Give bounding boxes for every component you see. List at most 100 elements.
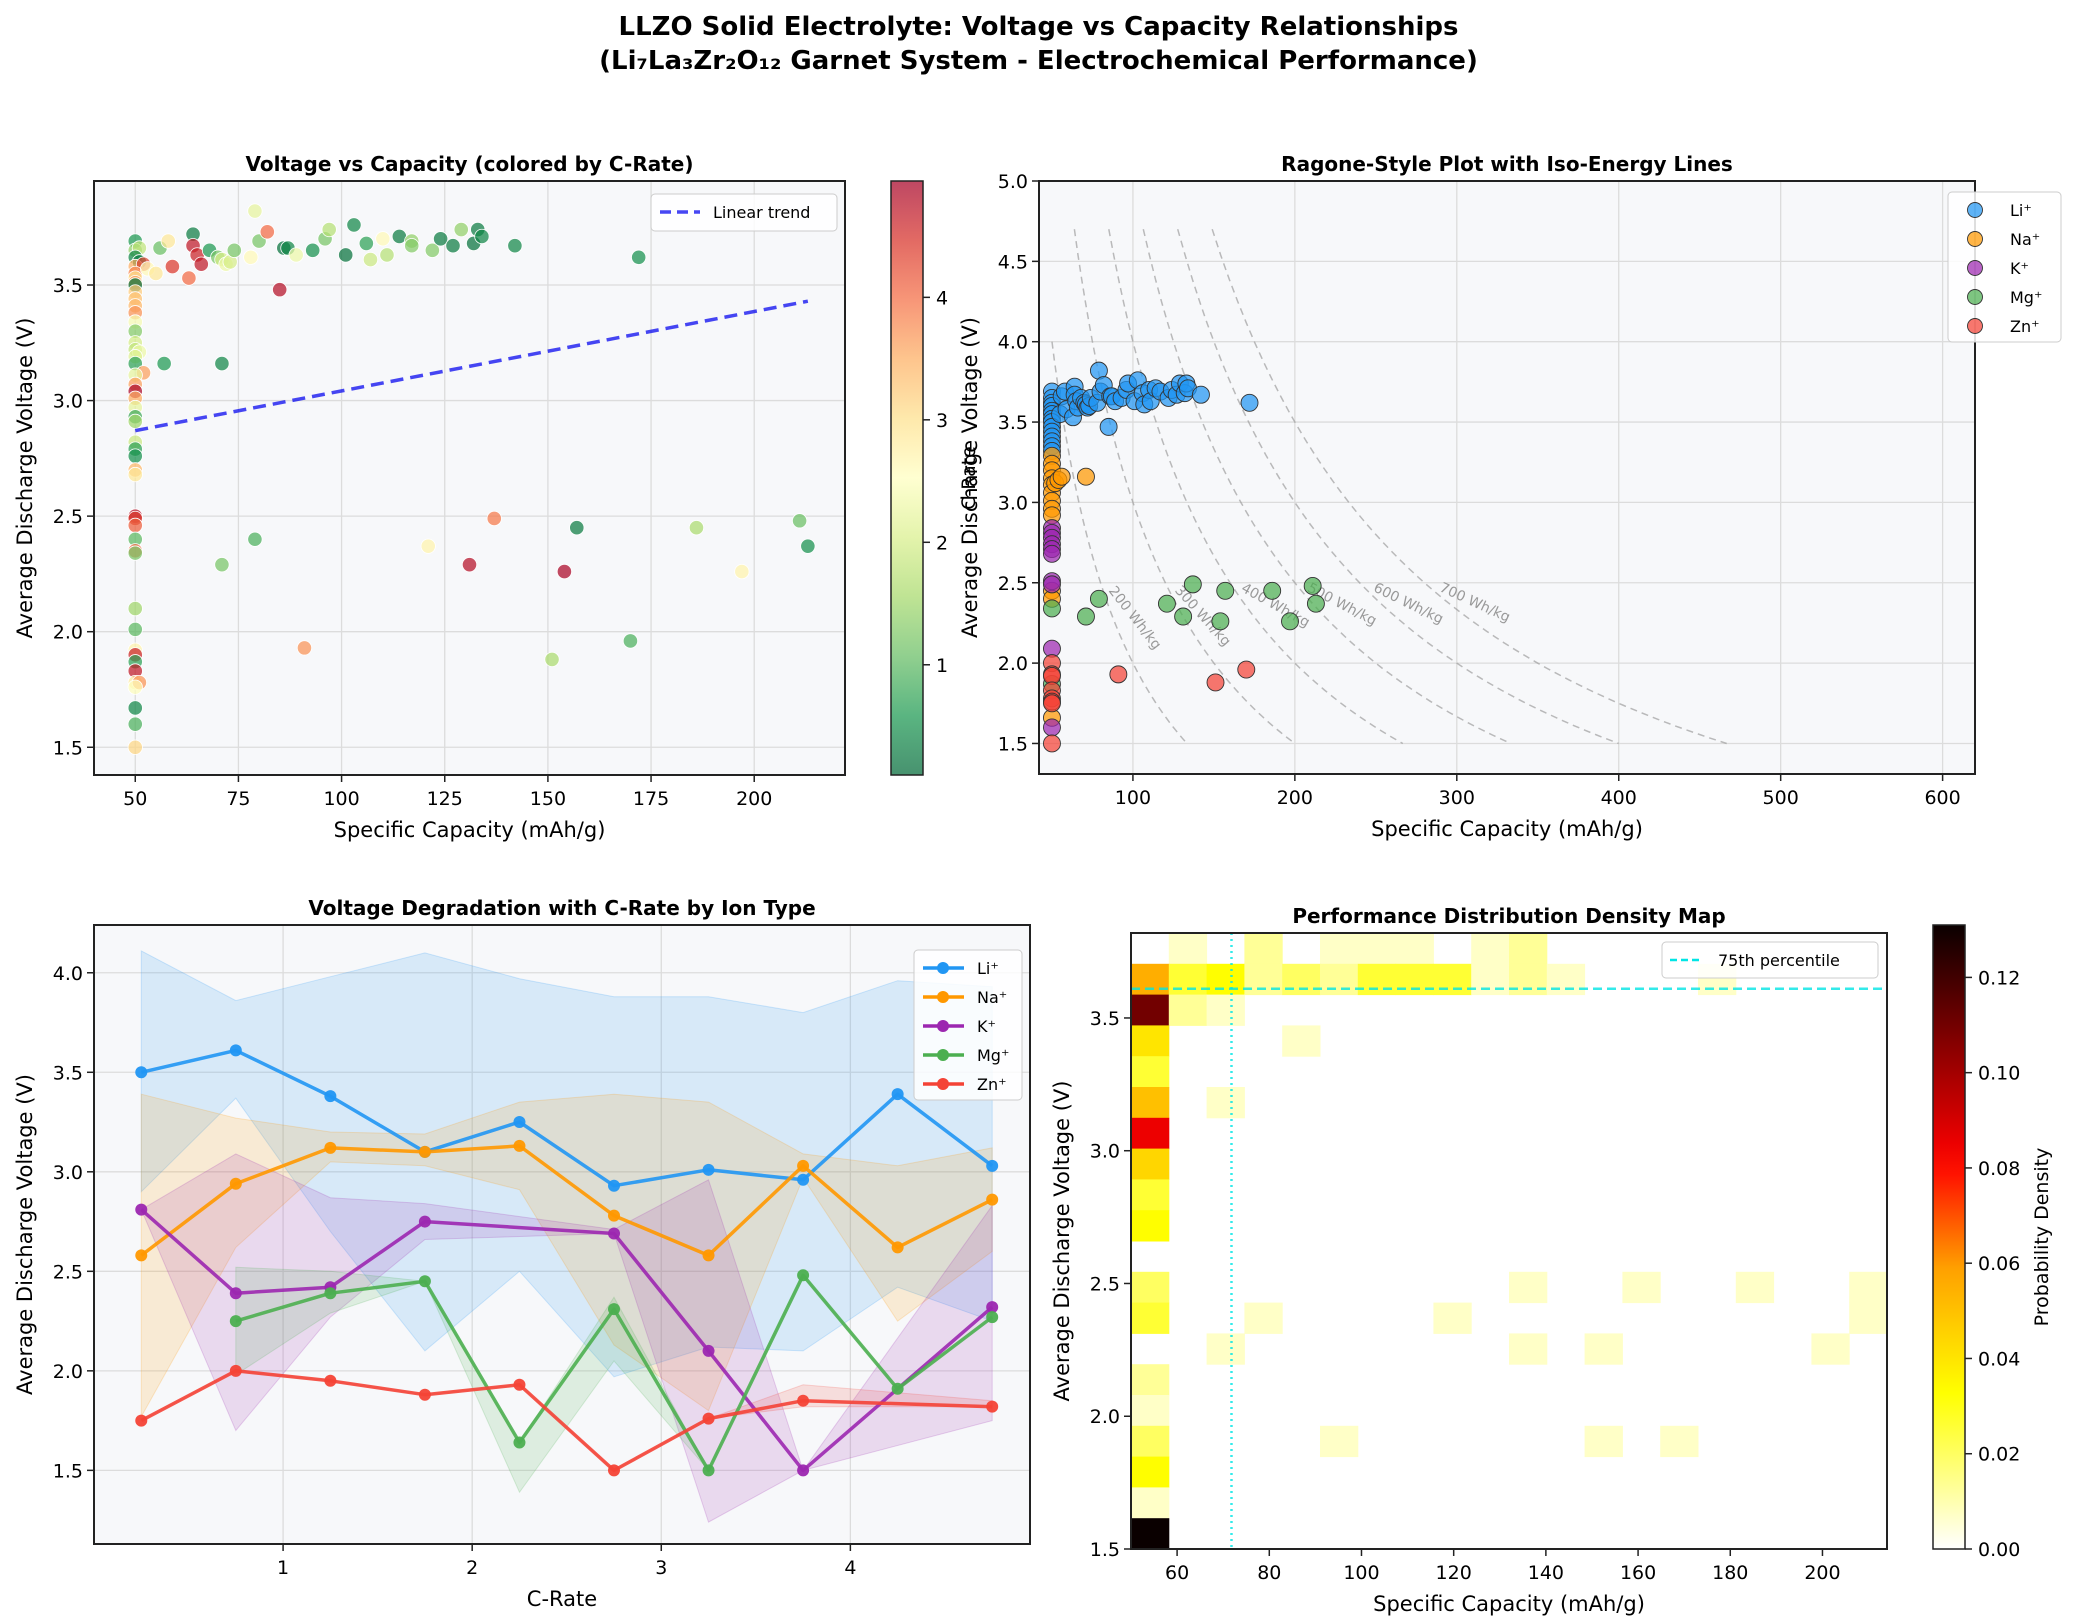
series-marker	[608, 1227, 620, 1240]
density-cell	[1509, 963, 1548, 996]
scatter-point	[688, 520, 705, 536]
colorbar-tick-label: 0.06	[1978, 1253, 2020, 1275]
scatter-point	[214, 355, 230, 372]
scatter-point	[243, 249, 259, 265]
panel-voltage-capacity-xtick-label: 200	[736, 788, 772, 810]
panel-density-map-axes-border	[1130, 932, 1888, 1550]
scatter-point	[127, 621, 143, 637]
density-cell	[1206, 994, 1245, 1026]
panel-voltage-capacity-xtick-label: 125	[427, 788, 463, 810]
panel-ragone-ylabel: Average Discharge Voltage (V)	[958, 317, 982, 638]
panel-ragone-frame: 100 200 300 400 500 600 1.5 2.0 2.5 3.0 3.5 4.0 4.5 5…	[958, 152, 1976, 841]
panel-density-map-ytick-label: 2.5	[1090, 1273, 1120, 1295]
density-cell	[1131, 1395, 1170, 1427]
panel-voltage-capacity-axes-border	[93, 180, 846, 776]
scatter-point	[453, 221, 469, 238]
panel-voltage-capacity-ytick-label: 1.5	[53, 737, 83, 759]
series-marker	[324, 1090, 337, 1103]
colorbar-tick-label: 0.08	[1978, 1158, 2020, 1180]
panel-degradation-axes-border	[93, 924, 1031, 1545]
scatter-point	[445, 238, 461, 254]
legend-label: Li⁺	[977, 959, 999, 978]
panel-voltage-capacity-legend: Linear trend	[650, 193, 838, 232]
density-cell	[1206, 1333, 1245, 1365]
panel-ragone-xtick-label: 400	[1601, 787, 1637, 809]
panel-degradation-ytick-label: 4.0	[53, 963, 83, 985]
density-cell	[1320, 1425, 1359, 1458]
density-cell	[1433, 963, 1472, 996]
scatter-point	[127, 448, 143, 464]
density-cell	[1131, 1056, 1170, 1088]
panel-ragone-ytick-label: 2.0	[998, 653, 1028, 675]
panel-voltage-capacity-ytick-label: 2.5	[53, 506, 83, 528]
series-marker	[986, 1400, 999, 1413]
density-cell	[1131, 1364, 1170, 1396]
density-cell	[1206, 1087, 1245, 1119]
scatter-point	[404, 238, 420, 254]
density-cell	[1282, 963, 1321, 996]
ragone-point	[1043, 575, 1061, 594]
legend-marker	[1967, 289, 1983, 305]
series-marker	[797, 1464, 810, 1477]
series-marker	[229, 1364, 242, 1377]
ragone-point	[1281, 612, 1299, 631]
density-cell	[1509, 1271, 1548, 1304]
scatter-point	[800, 538, 816, 554]
colorbar-c-rate	[890, 180, 924, 776]
series-marker	[891, 1088, 904, 1101]
density-cell	[1131, 1302, 1170, 1334]
figure-title-line2: (Li₇La₃Zr₂O₁₂ Garnet System - Electroche…	[599, 46, 1478, 76]
ragone-point	[1211, 612, 1230, 631]
series-marker	[229, 1044, 242, 1057]
density-cell	[1131, 1210, 1170, 1242]
iso-energy-line	[1108, 229, 1404, 745]
ragone-point	[1043, 718, 1061, 737]
series-marker	[513, 1378, 526, 1391]
panel-density-map-ylabel: Average Discharge Voltage (V)	[1050, 1081, 1074, 1402]
series-marker	[702, 1464, 715, 1477]
panel-density-map-title: Performance Distribution Density Map	[1292, 904, 1725, 928]
series-marker	[608, 1303, 620, 1316]
density-cell	[1546, 963, 1586, 996]
ragone-point	[1206, 673, 1225, 692]
series-marker	[986, 1311, 999, 1324]
panel-ragone-ytick-label: 3.0	[998, 492, 1028, 514]
series-line	[140, 1208, 994, 1473]
panel-degradation-legend: Li⁺ Na⁺ K⁺ Mg⁺ Zn⁺	[913, 949, 1023, 1101]
panel-voltage-capacity-ylabel: Average Discharge Voltage (V)	[13, 318, 37, 639]
colorbar-tick-label: 3	[936, 410, 948, 432]
panel-density-map-ytick-label: 2.0	[1090, 1406, 1120, 1428]
panel-density-map-colorbar: 0.00 0.02 0.04 0.06 0.08 0.10 0.12 Probability …	[1932, 924, 2053, 1561]
series-marker	[324, 1141, 337, 1154]
series-marker	[702, 1249, 715, 1262]
legend-label: K⁺	[2010, 259, 2029, 278]
legend-marker	[1967, 260, 1983, 276]
ragone-point	[1077, 607, 1095, 626]
panel-ragone-xtick-label: 500	[1763, 787, 1799, 809]
panel-ragone-ytick-label: 2.5	[998, 573, 1028, 595]
density-cell	[1131, 1487, 1170, 1519]
density-cell	[1509, 933, 1548, 965]
density-cell	[1244, 963, 1283, 996]
iso-energy-line	[1176, 228, 1619, 745]
panel-degradation-ytick-label: 3.5	[53, 1062, 83, 1084]
scatter-point	[164, 258, 181, 275]
scatter-point	[362, 251, 379, 268]
series-marker	[702, 1163, 715, 1176]
panel-degradation-xlabel: C-Rate	[527, 1587, 597, 1611]
figure-title-line1: LLZO Solid Electrolyte: Voltage vs Capac…	[618, 12, 1459, 42]
density-cell	[1168, 994, 1208, 1026]
panel-degradation-xtick-label: 2	[466, 1557, 478, 1579]
series-marker	[797, 1269, 810, 1282]
scatter-point	[486, 510, 502, 527]
panel-voltage-capacity-xtick-label: 175	[633, 788, 669, 810]
series-marker	[324, 1287, 337, 1300]
confidence-band	[140, 1093, 993, 1419]
panel-density-map-xtick-label: 60	[1165, 1562, 1189, 1584]
scatter-point	[424, 242, 440, 258]
panel-density-map-plot-area	[1131, 933, 1887, 1549]
colorbar-label: C-Rate	[958, 446, 980, 510]
panel-ragone-title: Ragone-Style Plot with Iso-Energy Lines	[1281, 152, 1733, 176]
scatter-point	[358, 235, 374, 252]
